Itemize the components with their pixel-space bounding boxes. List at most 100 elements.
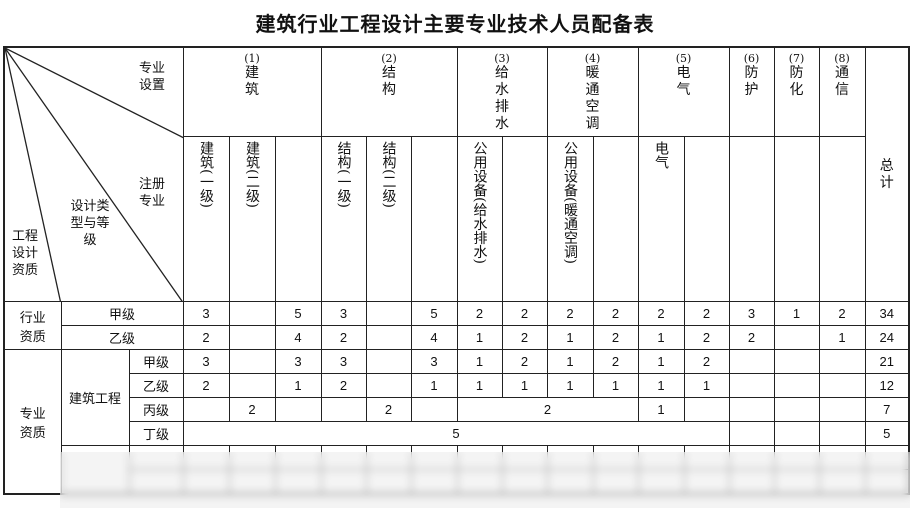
sub-header [410, 136, 458, 302]
value-cell: 2 [683, 325, 730, 350]
value-cell: 2 [501, 349, 548, 374]
level-label: 乙级 [60, 325, 184, 350]
sub-header-label: 电气 [653, 141, 669, 169]
group-name: 防化 [789, 65, 804, 98]
value-cell [228, 373, 276, 398]
value-cell: 7 [864, 397, 910, 422]
value-cell: 34 [864, 301, 910, 326]
value-cell [320, 397, 367, 422]
value-cell: 2 [501, 301, 548, 326]
value-cell: 2 [592, 325, 639, 350]
value-cell: 1 [592, 373, 639, 398]
level-label: 丙级 [128, 397, 184, 422]
value-cell [228, 301, 276, 326]
value-cell: 2 [456, 397, 639, 422]
group-header: (3) 给水排水 [456, 46, 548, 137]
sub-header-label: 结构(二级) [380, 141, 397, 208]
table-row: 丙级 2 2 2 1 7 [4, 397, 910, 422]
value-cell [365, 349, 412, 374]
staffing-table: 专业设置 注册专业 设计类型与等级 工程设计资质 (1) 建筑 (2) 结构 (3) 给水… [3, 46, 910, 495]
diagonal-lines [5, 48, 182, 301]
value-cell: 2 [228, 397, 276, 422]
value-cell: 5 [864, 421, 910, 446]
value-cell: 5 [182, 421, 730, 446]
sub-header-label: 结构(一级) [335, 141, 352, 208]
value-cell: 2 [683, 349, 730, 374]
value-cell: 1 [683, 373, 730, 398]
value-cell [773, 373, 820, 398]
value-cell: 21 [864, 349, 910, 374]
group-header: (4) 暖通空调 [546, 46, 639, 137]
group-number: (6) [743, 52, 760, 65]
value-cell: 2 [182, 325, 230, 350]
value-cell [683, 397, 730, 422]
value-cell: 3 [410, 349, 458, 374]
value-cell: 3 [728, 301, 775, 326]
value-cell: 1 [637, 325, 685, 350]
value-cell: 1 [637, 349, 685, 374]
sub-header-label: 公用设备(暖通空调) [562, 141, 578, 264]
value-cell: 1 [274, 373, 322, 398]
sub-header: 电气 [637, 136, 685, 302]
value-cell [365, 325, 412, 350]
value-cell: 2 [182, 373, 230, 398]
value-cell [728, 373, 775, 398]
table-row: 专业资质 建筑工程 甲级 3 3 3 3 1 2 1 2 1 2 21 [3, 349, 910, 495]
sub-header: 结构(二级) [365, 136, 412, 302]
value-cell: 4 [410, 325, 458, 350]
group-number: (3) [494, 52, 510, 65]
value-cell [818, 349, 866, 374]
page-title: 建筑行业工程设计主要专业技术人员配备表 [255, 12, 655, 36]
value-cell: 5 [274, 301, 322, 326]
sub-header: 公用设备(暖通空调) [546, 136, 594, 302]
group-number: (2) [381, 52, 397, 65]
blurred-region [60, 452, 910, 508]
professional-qualification-label: 专业资质 [3, 349, 62, 495]
value-cell: 2 [320, 373, 367, 398]
value-cell [274, 397, 322, 422]
value-cell: 3 [320, 301, 367, 326]
value-cell [728, 397, 775, 422]
value-cell: 1 [546, 373, 594, 398]
group-name: 给水排水 [495, 65, 509, 132]
value-cell [410, 397, 458, 422]
sub-header [592, 136, 639, 302]
value-cell: 1 [456, 373, 503, 398]
value-cell: 1 [456, 325, 503, 350]
value-cell: 2 [637, 301, 685, 326]
group-header: (7) 防化 [773, 46, 820, 137]
value-cell [818, 397, 866, 422]
value-cell [728, 421, 775, 446]
sub-header [818, 136, 866, 302]
total-header: 总计 [864, 46, 910, 302]
value-cell: 1 [546, 349, 594, 374]
sub-header [501, 136, 548, 302]
sub-header: 建筑(一级) [182, 136, 230, 302]
group-number: (8) [834, 52, 850, 65]
value-cell: 3 [274, 349, 322, 374]
group-header: (8) 通信 [818, 46, 866, 137]
sub-header-label: 建筑(二级) [244, 141, 260, 208]
corner-top-label: 专业设置 [138, 61, 165, 93]
group-name: 防护 [744, 65, 759, 98]
value-cell: 1 [501, 373, 548, 398]
group-name: 结构 [382, 65, 396, 98]
value-cell: 3 [320, 349, 367, 374]
total-label: 总计 [879, 157, 894, 191]
corner-mid-label: 注册专业 [138, 177, 165, 209]
value-cell [773, 349, 820, 374]
level-label: 乙级 [128, 373, 184, 398]
group-header: (2) 结构 [320, 46, 458, 137]
value-cell: 2 [546, 301, 594, 326]
value-cell: 3 [182, 349, 230, 374]
value-cell [818, 373, 866, 398]
value-cell: 5 [410, 301, 458, 326]
group-number: (5) [675, 52, 692, 65]
sub-header: 建筑(二级) [228, 136, 276, 302]
sub-header-label: 公用设备(给水排水) [471, 141, 488, 264]
group-name: 电气 [676, 65, 691, 98]
value-cell: 1 [637, 373, 685, 398]
level-label: 丁级 [128, 421, 184, 446]
design-type-label: 建筑工程 [60, 349, 130, 446]
sub-header: 公用设备(给水排水) [456, 136, 503, 302]
